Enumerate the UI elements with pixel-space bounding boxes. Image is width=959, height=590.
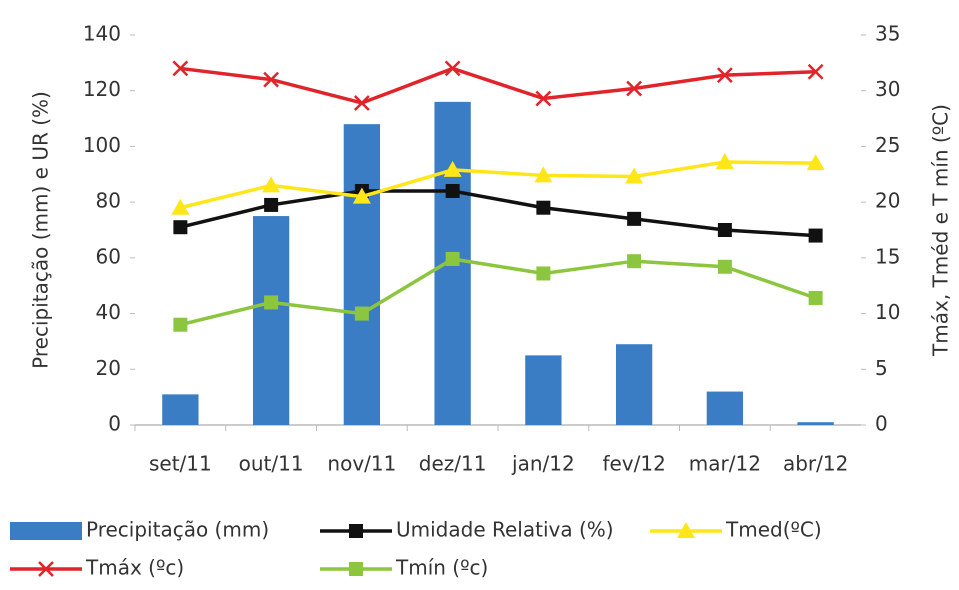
x-tick-label: out/11 <box>239 452 304 476</box>
marker <box>445 184 460 198</box>
y-tick-label: 100 <box>83 133 121 157</box>
marker <box>262 176 281 193</box>
line <box>180 66 816 105</box>
x-tick-label: nov/11 <box>327 452 396 476</box>
bar <box>797 422 834 425</box>
marker <box>715 153 734 170</box>
legend-label: Precipitação (mm) <box>86 518 269 542</box>
y-tick-label: 60 <box>96 244 121 268</box>
y2-tick-label: 10 <box>875 300 900 324</box>
marker <box>806 154 825 171</box>
marker <box>808 290 823 305</box>
marker <box>536 200 551 215</box>
marker <box>535 90 552 107</box>
y-axis-label: Precipitação (mm) e UR (%) <box>29 91 53 369</box>
marker <box>173 317 188 332</box>
bar <box>252 216 290 425</box>
legend-label: Umidade Relativa (%) <box>396 518 614 542</box>
x-tick-label: dez/11 <box>419 452 487 476</box>
marker <box>354 306 369 321</box>
marker <box>264 197 279 212</box>
y-tick-label: 0 <box>108 412 121 436</box>
marker <box>353 95 370 111</box>
marker <box>444 60 461 77</box>
line <box>179 257 817 327</box>
y2-tick-label: 20 <box>875 189 900 213</box>
marker <box>352 187 371 204</box>
marker <box>171 198 190 215</box>
marker <box>717 223 732 237</box>
x-tick-label: abr/12 <box>783 452 848 476</box>
legend-marker <box>349 562 363 576</box>
line <box>179 160 816 210</box>
y-tick-label: 140 <box>83 22 121 46</box>
bar <box>343 124 381 426</box>
bar <box>525 355 562 425</box>
x-tick-label: fev/12 <box>602 452 665 476</box>
y-tick-label: 40 <box>96 300 121 324</box>
bar <box>162 394 199 425</box>
bar <box>706 391 744 425</box>
marker <box>263 71 280 88</box>
marker <box>717 259 732 274</box>
marker <box>536 266 551 281</box>
y2-tick-label: 35 <box>875 22 900 46</box>
marker <box>173 220 188 235</box>
bar <box>615 344 653 425</box>
y-tick-label: 120 <box>83 77 121 101</box>
legend-marker <box>677 522 695 538</box>
marker <box>172 60 189 77</box>
legend-label: Tmín (ºc) <box>395 556 488 580</box>
x-tick-label: set/11 <box>149 452 212 476</box>
marker <box>807 63 824 80</box>
x-tick-label: mar/12 <box>689 452 761 476</box>
y2-tick-label: 25 <box>875 133 900 157</box>
marker <box>716 67 733 83</box>
x-tick-label: jan/12 <box>511 452 575 476</box>
legend-marker <box>38 561 54 577</box>
line <box>179 189 816 238</box>
marker <box>626 80 643 97</box>
y2-tick-label: 30 <box>875 77 900 101</box>
marker <box>627 211 642 226</box>
y-tick-label: 20 <box>96 356 121 380</box>
marker <box>445 251 460 266</box>
y2-tick-label: 0 <box>875 412 888 436</box>
marker <box>443 160 462 177</box>
legend-label: Tmed(ºC) <box>725 518 822 542</box>
marker <box>625 167 644 184</box>
marker <box>627 254 642 269</box>
legend-label: Tmáx (ºc) <box>85 556 184 580</box>
marker <box>534 166 553 183</box>
legend-swatch <box>10 522 82 540</box>
legend-marker <box>349 524 363 538</box>
marker <box>808 228 823 243</box>
marker <box>264 295 279 310</box>
y2-tick-label: 15 <box>875 244 900 268</box>
y-tick-label: 80 <box>96 189 121 213</box>
y2-axis-label: Tmáx, Tméd e T mín (ºC) <box>929 104 953 357</box>
y2-tick-label: 5 <box>875 356 888 380</box>
